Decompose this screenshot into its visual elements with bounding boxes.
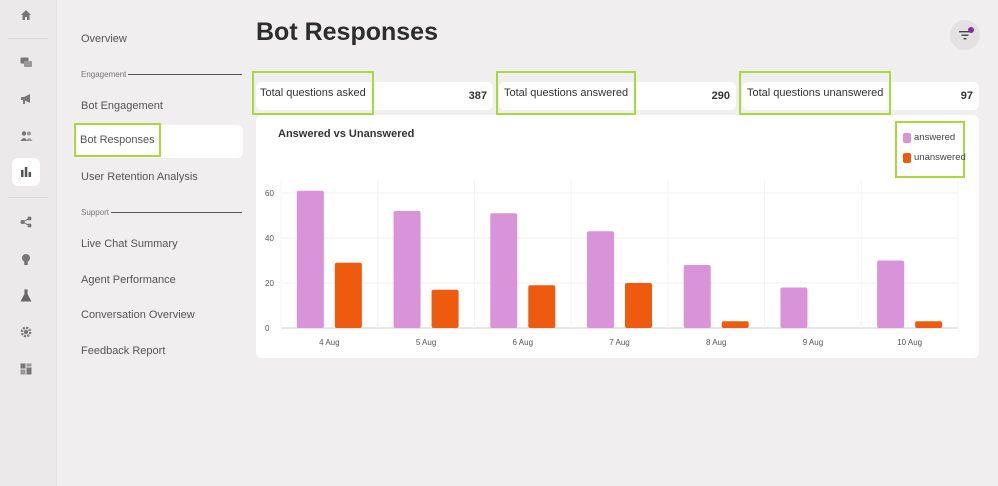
stat-card-answered: Total questions answered 290	[495, 71, 736, 115]
legend-item-unanswered[interactable]: unanswered	[903, 152, 966, 163]
x-tick-label: 10 Aug	[897, 338, 922, 347]
home-icon[interactable]	[18, 7, 34, 23]
bar-unanswered	[334, 262, 362, 328]
x-tick-label: 6 Aug	[513, 338, 533, 347]
x-tick-label: 5 Aug	[416, 338, 436, 347]
bar-answered	[393, 211, 421, 328]
stat-value-answered: 290	[711, 90, 730, 102]
bar-answered	[683, 265, 711, 328]
bar-answered	[780, 287, 808, 328]
x-tick-label: 8 Aug	[706, 338, 726, 347]
nav-active-background	[73, 125, 243, 158]
analytics-subnav: Overview Engagement Bot Engagement Bot R…	[57, 0, 247, 486]
nav-bot-responses[interactable]: Bot Responses	[74, 123, 161, 157]
bar-answered	[490, 213, 518, 328]
x-tick-label: 9 Aug	[803, 338, 823, 347]
legend-item-answered[interactable]: answered	[903, 132, 955, 143]
y-tick-label: 20	[265, 279, 274, 288]
bar-chart: 0 20 40 60 4 Aug 5 Aug 6 Aug 7 Aug 8 Aug 9 Aug 10 …	[265, 180, 959, 347]
support-section-header: Support	[81, 208, 242, 217]
stat-value-unanswered: 97	[960, 90, 973, 102]
nav-user-retention[interactable]: User Retention Analysis	[81, 171, 198, 183]
chart-card: Answered vs Unanswered 0 20 40 60 4 Aug 5 Aug…	[256, 115, 979, 358]
stat-label-asked: Total questions asked	[252, 71, 374, 115]
icon-rail	[0, 0, 57, 486]
stat-label-unanswered: Total questions unanswered	[738, 71, 892, 115]
chart-title: Answered vs Unanswered	[278, 128, 415, 140]
legend-swatch-unanswered	[903, 152, 911, 163]
stat-label-answered: Total questions answered	[495, 71, 637, 115]
legend-label-unanswered: unanswered	[914, 152, 966, 163]
nav-agent-performance[interactable]: Agent Performance	[81, 274, 176, 286]
filter-icon	[959, 31, 971, 40]
chart-legend: answered unanswered	[895, 121, 966, 178]
y-tick-label: 0	[265, 324, 270, 333]
stat-card-unanswered: Total questions unanswered 97	[738, 71, 979, 115]
x-tick-label: 7 Aug	[609, 338, 629, 347]
bar-unanswered	[528, 285, 556, 328]
engagement-section-label: Engagement	[81, 70, 127, 79]
stat-value-asked: 387	[468, 90, 487, 102]
bar-unanswered	[915, 321, 943, 328]
legend-swatch-answered	[903, 132, 911, 143]
gear-icon[interactable]	[18, 324, 34, 340]
lightbulb-icon[interactable]	[18, 251, 34, 267]
y-tick-label: 60	[265, 189, 274, 198]
nav-conversation-overview[interactable]: Conversation Overview	[81, 309, 195, 321]
bar-unanswered	[721, 321, 749, 328]
bar-answered	[296, 190, 324, 328]
flask-icon[interactable]	[18, 287, 34, 303]
nav-bot-engagement[interactable]: Bot Engagement	[81, 100, 163, 112]
layout-icon[interactable]	[18, 361, 34, 377]
page-title: Bot Responses	[256, 18, 438, 46]
users-icon[interactable]	[18, 128, 34, 144]
y-tick-label: 40	[265, 234, 274, 243]
bar-answered	[877, 260, 905, 328]
bar-answered	[587, 231, 614, 328]
support-section-label: Support	[81, 208, 110, 217]
stat-card-asked: Total questions asked 387	[252, 71, 493, 115]
filter-active-dot	[968, 27, 974, 33]
bar-unanswered	[431, 289, 459, 328]
bar-unanswered	[625, 283, 652, 328]
chat-icon[interactable]	[18, 55, 34, 71]
nav-overview[interactable]: Overview	[81, 33, 127, 45]
engagement-section-header: Engagement	[81, 70, 242, 79]
nav-feedback-report[interactable]: Feedback Report	[81, 345, 166, 357]
bar-chart-icon[interactable]	[12, 158, 40, 186]
share-icon[interactable]	[18, 214, 34, 230]
nav-live-chat-summary[interactable]: Live Chat Summary	[81, 238, 178, 250]
megaphone-icon[interactable]	[18, 91, 34, 107]
x-tick-label: 4 Aug	[319, 338, 339, 347]
filter-button[interactable]	[950, 20, 980, 50]
legend-label-answered: answered	[914, 132, 956, 143]
